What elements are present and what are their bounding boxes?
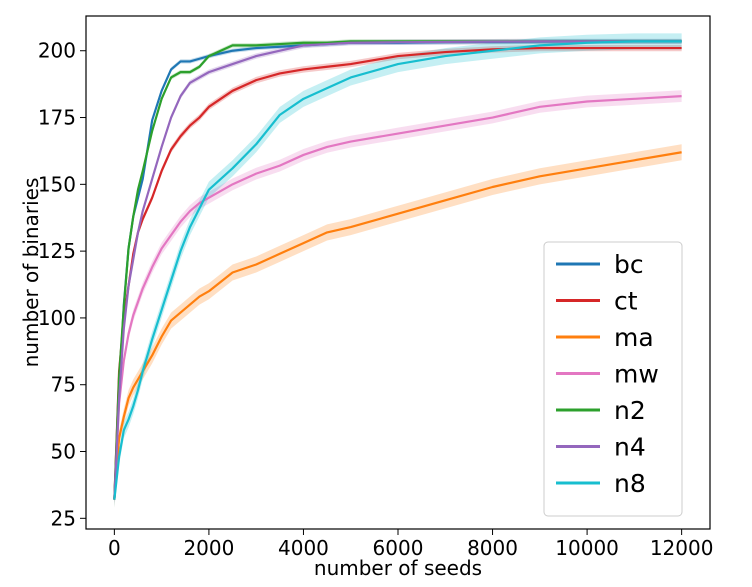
y-tick-label: 75 (51, 373, 76, 397)
x-axis-label: number of seeds (314, 556, 482, 580)
legend-label-n2: n2 (614, 396, 646, 425)
y-tick-label: 125 (38, 239, 76, 263)
line-ma (113, 151, 682, 500)
band-ma (114, 144, 682, 508)
x-tick-label: 12000 (650, 536, 714, 560)
legend-label-ct: ct (614, 287, 638, 316)
x-tick-label: 0 (108, 536, 121, 560)
series-lines (113, 40, 682, 500)
legend-label-n8: n8 (614, 469, 646, 498)
legend-box (543, 241, 683, 517)
line-mw (113, 95, 682, 500)
x-tick-label: 8000 (467, 536, 518, 560)
x-tick-label: 6000 (373, 536, 424, 560)
legend-label-ma: ma (614, 323, 654, 352)
confidence-bands (114, 33, 682, 508)
band-n8 (114, 33, 682, 508)
line-n8 (113, 40, 682, 500)
y-tick-label: 150 (38, 172, 76, 196)
legend: bc ct ma mw n2 n4 n8 (543, 241, 683, 517)
legend-label-bc: bc (614, 250, 644, 279)
y-tick-label: 25 (51, 506, 76, 530)
x-tick-label: 10000 (555, 536, 619, 560)
y-tick-label: 100 (38, 306, 76, 330)
legend-label-mw: mw (614, 360, 659, 389)
x-tick-label: 4000 (278, 536, 329, 560)
y-axis-ticks: 25 50 75 100 125 150 175 200 (38, 39, 86, 530)
y-tick-label: 175 (38, 106, 76, 130)
y-tick-label: 50 (51, 440, 76, 464)
legend-label-n4: n4 (614, 433, 646, 462)
y-axis-label: number of binaries (19, 178, 43, 368)
line-n4 (113, 40, 682, 500)
x-axis-ticks: 0 2000 4000 6000 8000 10000 12000 (108, 529, 713, 560)
x-tick-label: 2000 (183, 536, 234, 560)
y-tick-label: 200 (38, 39, 76, 63)
